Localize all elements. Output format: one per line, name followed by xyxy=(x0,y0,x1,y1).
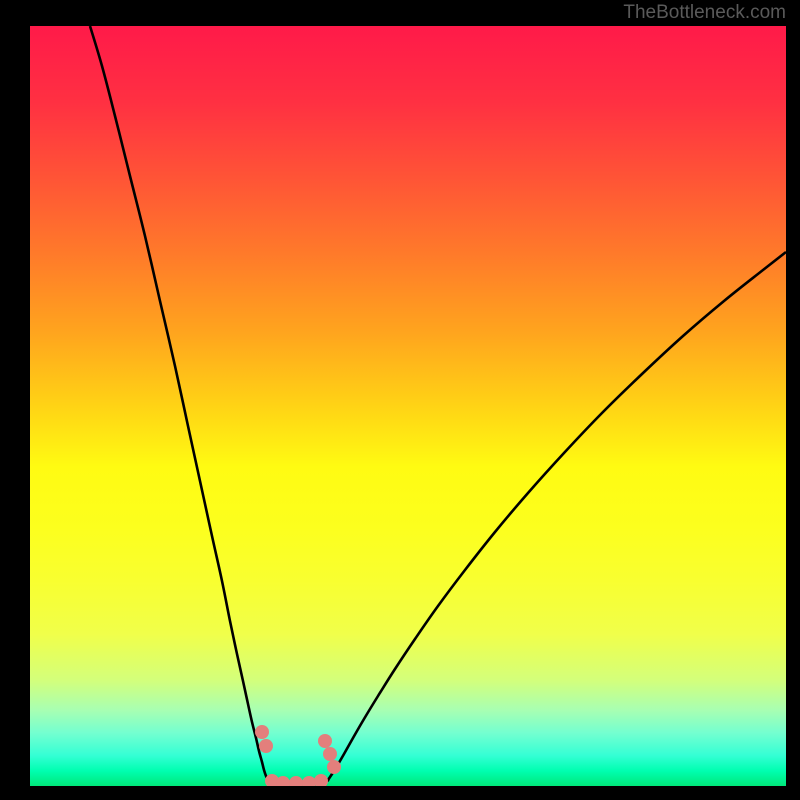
marker-point xyxy=(323,747,337,761)
curve-layer xyxy=(30,26,786,786)
marker-point xyxy=(259,739,273,753)
marker-point xyxy=(302,776,316,786)
right-curve xyxy=(328,252,786,780)
marker-point xyxy=(318,734,332,748)
marker-point xyxy=(255,725,269,739)
plot-area xyxy=(30,26,786,786)
trough-markers xyxy=(255,725,341,786)
marker-point xyxy=(289,776,303,786)
marker-point xyxy=(327,760,341,774)
marker-point xyxy=(314,774,328,786)
marker-point xyxy=(276,776,290,786)
watermark-text: TheBottleneck.com xyxy=(623,2,786,24)
left-curve xyxy=(90,26,268,780)
